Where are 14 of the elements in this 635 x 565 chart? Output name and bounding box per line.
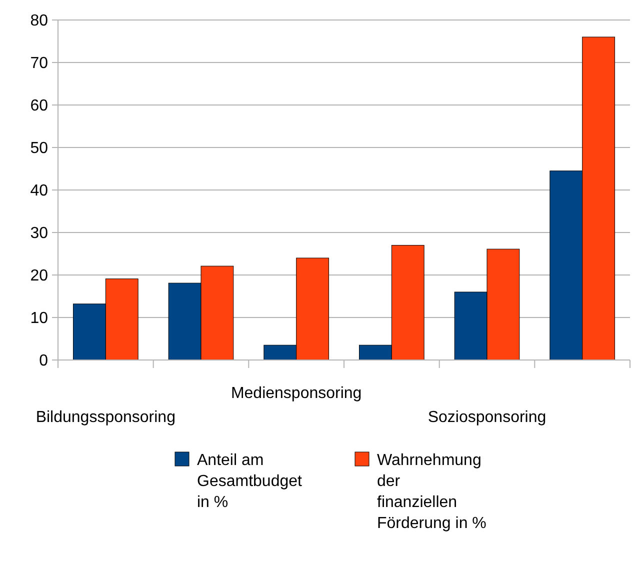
- y-tick-label: 70: [30, 55, 48, 72]
- y-tick-label: 50: [30, 140, 48, 158]
- y-tick-label: 80: [30, 12, 48, 30]
- y-tick-label: 40: [30, 182, 48, 200]
- y-tick-label: 20: [30, 268, 48, 285]
- x-tick-label: Mediensponsoring: [230, 385, 362, 402]
- x-tick-label: Bildungssponsoring: [36, 409, 176, 426]
- x-tick-label: Soziosponsoring: [428, 409, 546, 426]
- y-tick-label: 0: [39, 352, 48, 370]
- y-tick-label: 60: [30, 98, 48, 115]
- y-tick-label: 30: [30, 225, 48, 242]
- y-tick-label: 10: [30, 310, 48, 328]
- legend-label: Wahrnehmung der finanziellen Förderung in %: [377, 452, 486, 532]
- legend-label: Anteil am Gesamtbudget in %: [197, 452, 303, 511]
